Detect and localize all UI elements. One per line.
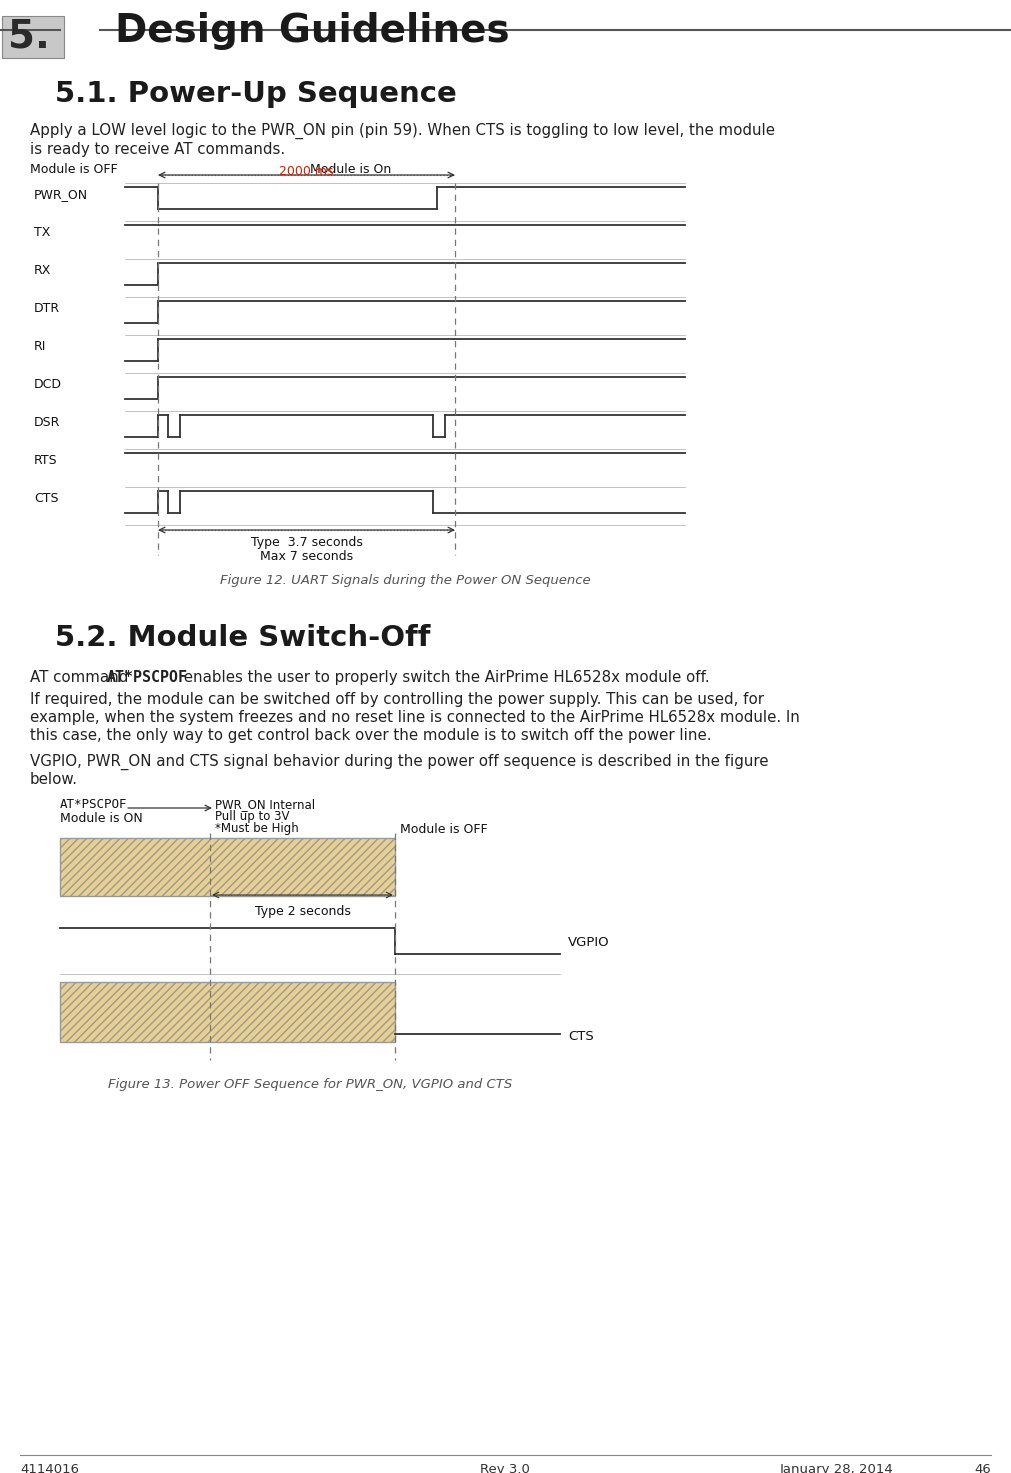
Text: Design Guidelines: Design Guidelines [115,12,510,50]
Text: Figure 13. Power OFF Sequence for PWR_ON, VGPIO and CTS: Figure 13. Power OFF Sequence for PWR_ON… [108,1078,513,1091]
Text: VGPIO, PWR_ON and CTS signal behavior during the power off sequence is described: VGPIO, PWR_ON and CTS signal behavior du… [30,754,768,770]
Text: *Must be High: *Must be High [215,822,298,835]
Text: AT command: AT command [30,670,133,685]
Text: Max 7 seconds: Max 7 seconds [260,549,353,563]
Text: DCD: DCD [34,379,62,390]
Text: enables the user to properly switch the AirPrime HL6528x module off.: enables the user to properly switch the … [179,670,710,685]
Text: 46: 46 [975,1463,991,1473]
Text: CTS: CTS [34,492,59,505]
Text: CTS: CTS [568,1030,593,1043]
Text: PWR_ON: PWR_ON [34,189,88,200]
Text: Figure 12. UART Signals during the Power ON Sequence: Figure 12. UART Signals during the Power… [219,574,590,588]
Text: DSR: DSR [34,415,61,429]
Text: Apply a LOW level logic to the PWR_ON pin (pin 59). When CTS is toggling to low : Apply a LOW level logic to the PWR_ON pi… [30,124,775,140]
Text: TX: TX [34,225,51,239]
Text: AT*PSCPOF: AT*PSCPOF [60,798,127,812]
Text: Type  3.7 seconds: Type 3.7 seconds [251,536,362,549]
Text: DTR: DTR [34,302,60,315]
Text: VGPIO: VGPIO [568,935,610,949]
Text: Rev 3.0: Rev 3.0 [480,1463,530,1473]
Text: RI: RI [34,340,47,354]
Text: RX: RX [34,264,52,277]
Text: PWR_ON Internal: PWR_ON Internal [215,798,315,812]
Text: Type 2 seconds: Type 2 seconds [255,904,351,918]
Text: 5.2. Module Switch-Off: 5.2. Module Switch-Off [55,625,431,653]
Text: this case, the only way to get control back over the module is to switch off the: this case, the only way to get control b… [30,728,712,742]
Text: 5.: 5. [8,18,50,55]
Text: Module is ON: Module is ON [60,812,143,825]
Text: January 28, 2014: January 28, 2014 [780,1463,894,1473]
Bar [60,838,395,896]
Text: below.: below. [30,772,78,787]
Text: Module is OFF: Module is OFF [30,164,117,175]
Text: RTS: RTS [34,454,58,467]
Text: 2000 ms: 2000 ms [279,165,334,178]
Text: 5.1. Power-Up Sequence: 5.1. Power-Up Sequence [55,80,457,108]
Text: is ready to receive AT commands.: is ready to receive AT commands. [30,141,285,158]
Text: Pull up to 3V: Pull up to 3V [215,810,289,823]
Text: 4114016: 4114016 [20,1463,79,1473]
Bar [60,982,395,1041]
Text: Module is On: Module is On [310,164,391,175]
Text: AT*PSCPOF: AT*PSCPOF [107,670,188,685]
Text: example, when the system freezes and no reset line is connected to the AirPrime : example, when the system freezes and no … [30,710,800,725]
Bar [2,16,64,57]
Text: If required, the module can be switched off by controlling the power supply. Thi: If required, the module can be switched … [30,692,764,707]
Text: Module is OFF: Module is OFF [400,823,487,837]
